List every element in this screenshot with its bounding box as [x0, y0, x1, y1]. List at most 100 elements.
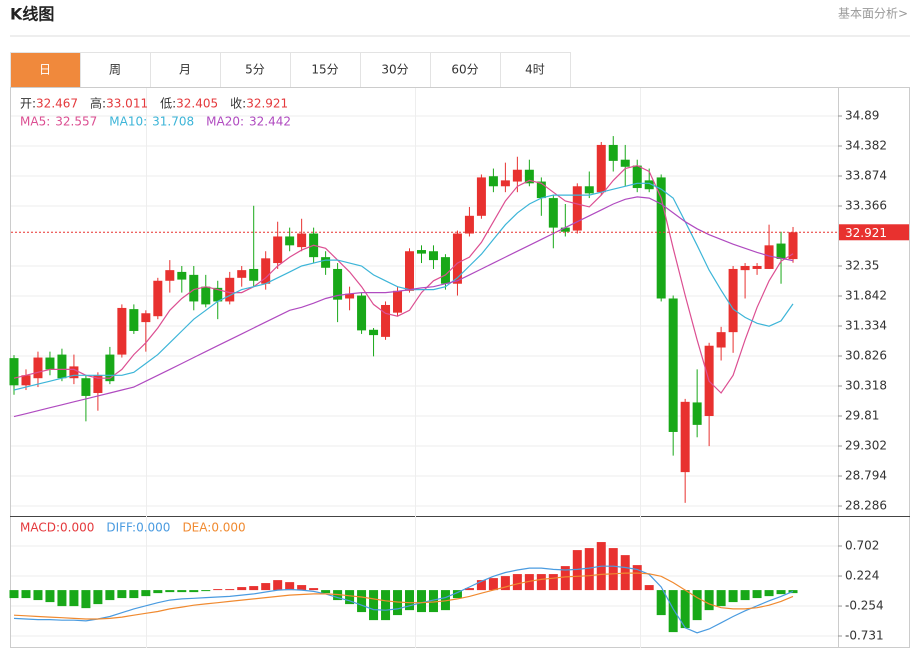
candle-body: [536, 181, 546, 199]
info-label: 高:: [90, 96, 106, 111]
candle-body: [393, 290, 403, 313]
macd-bar: [213, 589, 223, 591]
legend-value: 0.000: [60, 521, 94, 535]
macd-bar: [117, 590, 127, 599]
macd-bar: [740, 590, 750, 601]
candle-body: [345, 293, 355, 299]
macd-bar: [357, 590, 367, 613]
macd-bar: [297, 585, 307, 591]
macd-bar: [249, 586, 259, 591]
candle-body: [117, 307, 127, 355]
candle-body: [93, 375, 103, 393]
candle-body: [153, 280, 163, 317]
candle-body: [225, 277, 235, 302]
legend-value: 32.557: [55, 115, 97, 129]
macd-bar: [177, 590, 187, 593]
y-tick-label: 34.382: [845, 138, 887, 152]
candle-body: [440, 257, 450, 284]
macd-bar: [129, 590, 139, 599]
legend-value: 0.000: [211, 521, 245, 535]
ma-line: [13, 196, 794, 418]
macd-bar: [81, 590, 91, 609]
candle-body: [476, 177, 486, 216]
macd-bar: [668, 590, 678, 633]
tab-label[interactable]: 月: [179, 63, 191, 77]
current-price-label: 32.921: [845, 226, 887, 240]
candle-body: [213, 287, 223, 302]
legend-label: MACD:: [20, 521, 60, 535]
candle-body: [632, 165, 642, 189]
candle-body: [560, 227, 570, 232]
candle-body: [285, 236, 295, 246]
candle-body: [668, 298, 678, 432]
fundamental-link[interactable]: 基本面分析>: [838, 7, 908, 21]
macd-bar: [33, 590, 43, 601]
macd-bar: [608, 548, 618, 591]
legend-value: 0.000: [136, 521, 170, 535]
macd-bar: [500, 576, 510, 591]
macd-bar: [680, 590, 690, 629]
macd-bar: [692, 590, 702, 621]
macd-bar: [369, 590, 379, 621]
tab[interactable]: [80, 52, 151, 88]
macd-bar: [285, 582, 295, 591]
legend-value: 31.708: [152, 115, 194, 129]
macd-bar: [93, 590, 103, 605]
macd-bar: [644, 585, 654, 591]
candle-body: [261, 258, 271, 284]
y-tick-label: 31.842: [845, 289, 887, 303]
macd-bar: [69, 590, 79, 607]
macd-bar: [656, 590, 666, 616]
y-tick-label: -0.731: [845, 629, 884, 643]
ma-line: [13, 164, 794, 394]
y-tick-label: 0.224: [845, 569, 879, 583]
chart-frame: [10, 87, 910, 648]
candle-body: [369, 329, 379, 336]
macd-bar: [428, 590, 438, 613]
candle-body: [728, 268, 738, 333]
tab-label[interactable]: 15分: [311, 63, 338, 77]
macd-bar: [632, 565, 642, 591]
candle-body: [620, 159, 630, 167]
tab-label[interactable]: 60分: [451, 63, 478, 77]
candle-body: [788, 232, 798, 260]
candle-body: [321, 257, 331, 268]
macd-bar: [752, 590, 762, 599]
tab-label[interactable]: 5分: [245, 63, 265, 77]
y-tick-label: 28.286: [845, 499, 887, 513]
info-label: 收:: [230, 97, 246, 111]
info-label: 开:: [20, 97, 36, 111]
candle-body: [716, 332, 726, 348]
macd-bar: [201, 590, 211, 592]
macd-bar: [716, 590, 726, 607]
candle-body: [9, 358, 19, 386]
y-tick-label: 30.826: [845, 349, 887, 363]
macd-bar: [9, 590, 19, 599]
tab-label[interactable]: 日: [39, 63, 51, 77]
macd-bar: [704, 590, 714, 611]
y-tick-label: 33.366: [845, 198, 887, 212]
candle-body: [584, 186, 594, 194]
candle-body: [572, 186, 582, 231]
tab[interactable]: [500, 52, 571, 88]
candle-body: [524, 169, 534, 184]
candle-body: [548, 198, 558, 228]
macd-bar: [405, 590, 415, 611]
candle-body: [776, 243, 786, 259]
info-value: 32.467: [36, 97, 78, 111]
tab-label[interactable]: 4时: [525, 63, 545, 77]
candle-body: [57, 354, 67, 379]
candle-body: [141, 313, 151, 323]
y-tick-label: 28.794: [845, 469, 887, 483]
tab[interactable]: [360, 52, 431, 88]
candle-body: [464, 215, 474, 234]
tab-label[interactable]: 30分: [381, 63, 408, 77]
macd-bar: [225, 589, 235, 591]
y-tick-label: 32.35: [845, 259, 879, 273]
candle-body: [381, 304, 391, 337]
tab-label[interactable]: 周: [109, 63, 121, 77]
y-tick-label: 0.702: [845, 539, 879, 553]
legend-label: DIFF:: [106, 521, 136, 535]
candle-body: [692, 402, 702, 425]
